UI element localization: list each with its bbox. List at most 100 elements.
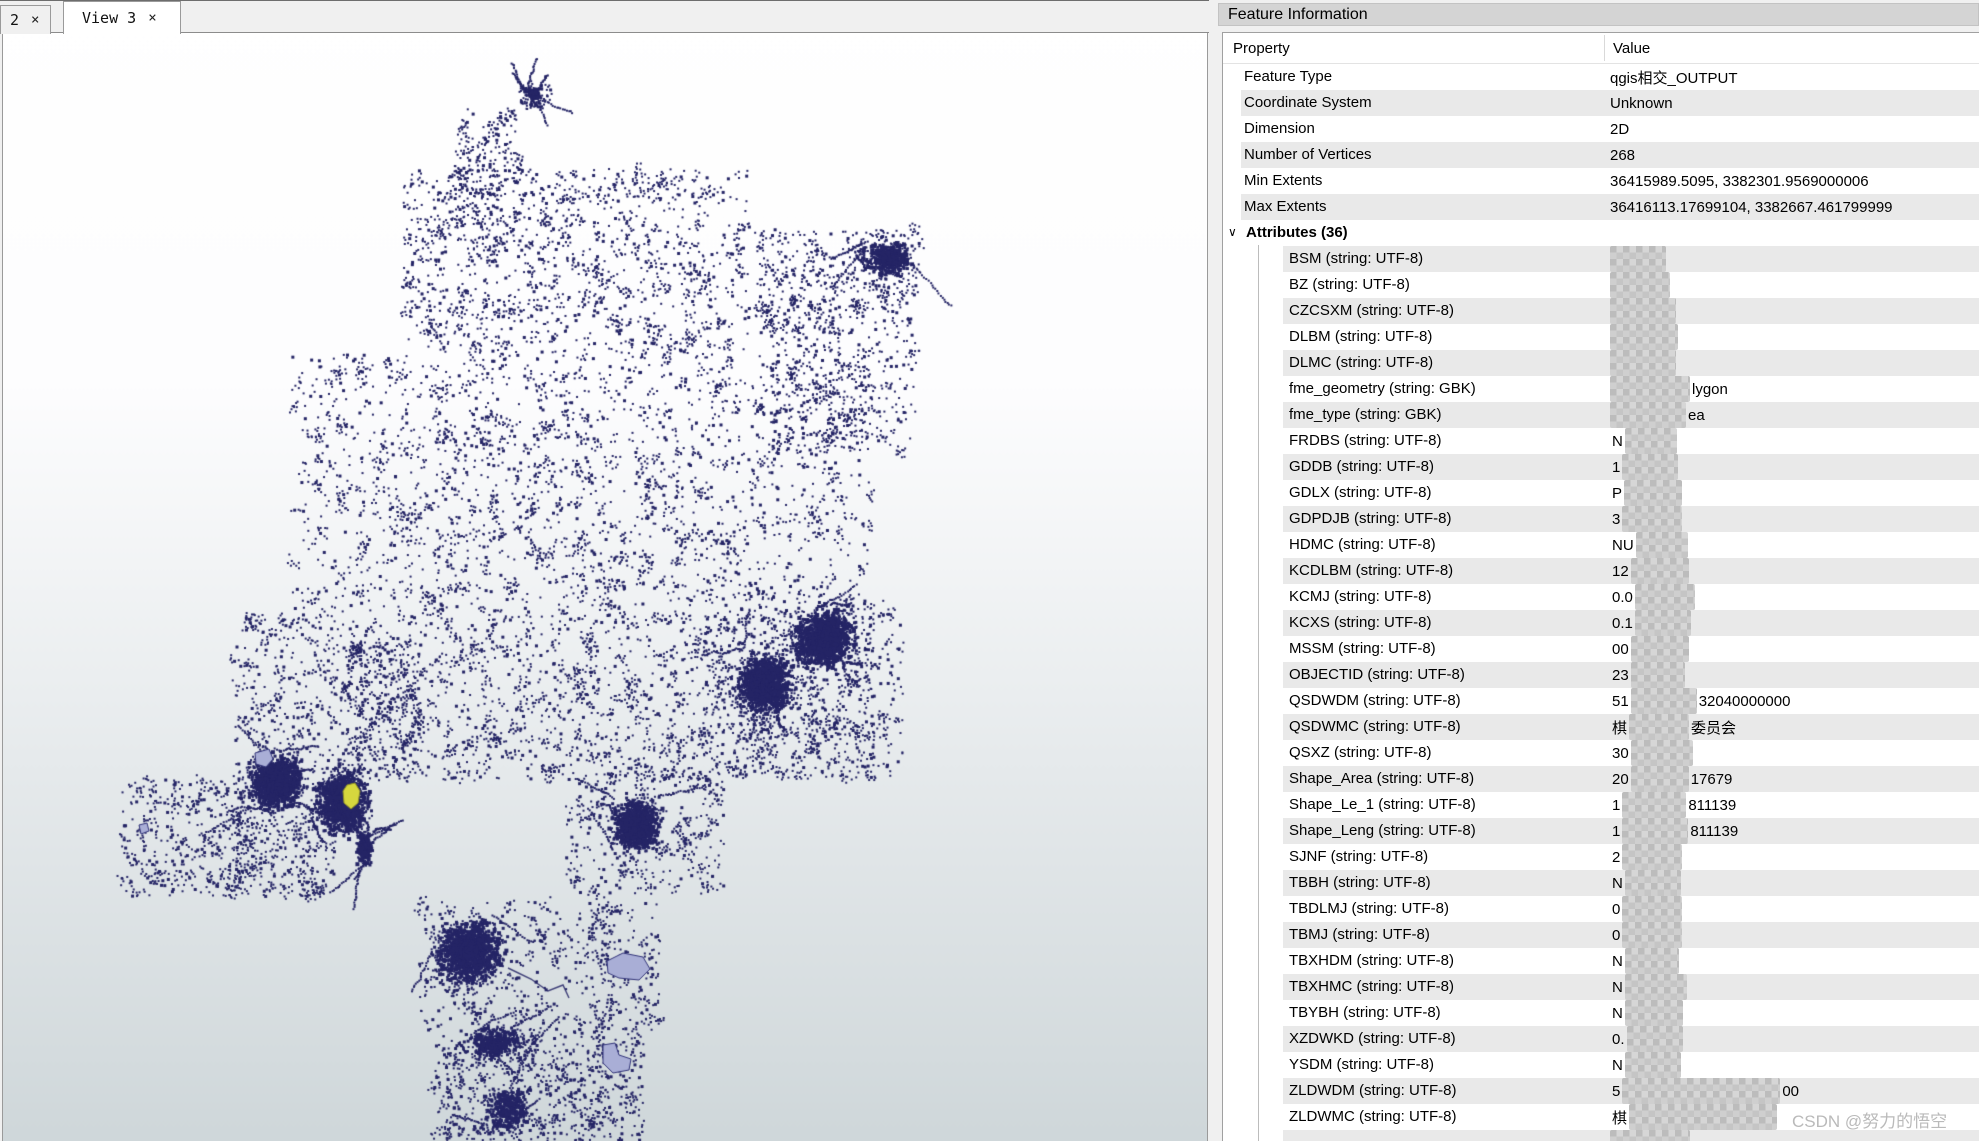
view-tab-bar: 2 × View 3 ×	[0, 0, 1209, 34]
attribute-label: QSDWMC (string: UTF-8)	[1289, 718, 1461, 735]
privacy-blur	[1624, 974, 1687, 1000]
attribute-row[interactable]: GDLX (string: UTF-8) P	[1223, 480, 1979, 506]
attribute-label: XZDWKD (string: UTF-8)	[1289, 1030, 1456, 1047]
attribute-row[interactable]: BZ (string: UTF-8)	[1223, 272, 1979, 298]
close-icon[interactable]: ×	[148, 10, 157, 26]
attribute-row-clipped[interactable]	[1223, 1130, 1979, 1141]
property-row[interactable]: Dimension 2D	[1223, 116, 1979, 142]
map-canvas[interactable]	[3, 33, 1207, 1141]
privacy-blur	[1610, 246, 1666, 272]
attribute-row[interactable]: Shape_Area (string: UTF-8) 20 17679	[1223, 766, 1979, 792]
attribute-row[interactable]: Shape_Le_1 (string: UTF-8) 1 811139	[1223, 792, 1979, 818]
attribute-row[interactable]: HDMC (string: UTF-8) NU	[1223, 532, 1979, 558]
attribute-value-prefix: 51	[1612, 692, 1629, 710]
attribute-label: GDDB (string: UTF-8)	[1289, 458, 1435, 475]
privacy-blur	[1610, 298, 1676, 324]
attribute-row[interactable]: KCMJ (string: UTF-8) 0.0	[1223, 584, 1979, 610]
privacy-blur	[1610, 272, 1670, 298]
attribute-row[interactable]: TBYBH (string: UTF-8) N	[1223, 1000, 1979, 1026]
privacy-blur	[1634, 610, 1691, 636]
property-label: Feature Type	[1244, 68, 1333, 85]
tab-view-2[interactable]: 2 ×	[0, 5, 51, 34]
attribute-value-prefix: N	[1612, 1056, 1623, 1074]
attribute-value-suffix: 委员会	[1691, 719, 1737, 737]
attribute-row[interactable]: TBMJ (string: UTF-8) 0	[1223, 922, 1979, 948]
attribute-row[interactable]: DLBM (string: UTF-8)	[1223, 324, 1979, 350]
column-header-value[interactable]: Value	[1613, 40, 1651, 57]
attribute-row[interactable]: CZCSXM (string: UTF-8)	[1223, 298, 1979, 324]
property-row[interactable]: Min Extents 36415989.5095, 3382301.956900…	[1223, 168, 1979, 194]
attribute-row[interactable]: DLMC (string: UTF-8)	[1223, 350, 1979, 376]
attribute-label: HDMC (string: UTF-8)	[1289, 536, 1436, 553]
attribute-row[interactable]: TBXHDM (string: UTF-8) N	[1223, 948, 1979, 974]
privacy-blur	[1635, 532, 1688, 558]
attribute-label: Shape_Leng (string: UTF-8)	[1289, 822, 1476, 839]
attribute-row[interactable]: KCXS (string: UTF-8) 0.1	[1223, 610, 1979, 636]
attribute-row[interactable]: KCDLBM (string: UTF-8) 12	[1223, 558, 1979, 584]
privacy-blur	[1634, 584, 1695, 610]
privacy-blur	[1624, 948, 1679, 974]
attribute-row[interactable]: QSXZ (string: UTF-8) 30	[1223, 740, 1979, 766]
column-header-property[interactable]: Property	[1233, 40, 1290, 57]
table-header: Property Value	[1223, 33, 1979, 64]
attribute-value-prefix: NU	[1612, 536, 1634, 554]
tree-branch-line	[1258, 245, 1259, 1141]
attribute-label: TBXHMC (string: UTF-8)	[1289, 978, 1454, 995]
attribute-row[interactable]: BSM (string: UTF-8)	[1223, 246, 1979, 272]
map-view[interactable]	[2, 33, 1208, 1141]
property-row[interactable]: Coordinate System Unknown	[1223, 90, 1979, 116]
property-value: 36416113.17699104, 3382667.461799999	[1610, 198, 1893, 216]
attribute-row[interactable]: fme_geometry (string: GBK) lygon	[1223, 376, 1979, 402]
privacy-blur	[1626, 1026, 1683, 1052]
attribute-label: ZLDWMC (string: UTF-8)	[1289, 1108, 1457, 1125]
property-table[interactable]: Property Value Feature Type qgis相交_OUTPUT…	[1222, 32, 1979, 1141]
attribute-row[interactable]: ZLDWDM (string: UTF-8) 5 00	[1223, 1078, 1979, 1104]
property-row[interactable]: Max Extents 36416113.17699104, 3382667.46…	[1223, 194, 1979, 220]
feature-information-panel: Feature Information Property Value Featu…	[1218, 3, 1979, 1141]
attribute-label: KCXS (string: UTF-8)	[1289, 614, 1432, 631]
privacy-blur	[1610, 324, 1678, 350]
close-icon[interactable]: ×	[31, 12, 40, 28]
attribute-row[interactable]: QSDWDM (string: UTF-8) 51 32040000000	[1223, 688, 1979, 714]
attribute-row[interactable]: FRDBS (string: UTF-8) N	[1223, 428, 1979, 454]
attributes-group-row[interactable]: ∨ Attributes (36)	[1223, 220, 1979, 246]
privacy-blur	[1630, 766, 1689, 792]
attribute-value-suffix: 811139	[1688, 796, 1737, 814]
privacy-blur	[1630, 636, 1689, 662]
attribute-value-suffix: 811139	[1690, 822, 1739, 840]
attribute-row[interactable]: SJNF (string: UTF-8) 2	[1223, 844, 1979, 870]
attribute-value-prefix: 0.	[1612, 1030, 1625, 1048]
attribute-row[interactable]: TBDLMJ (string: UTF-8) 0	[1223, 896, 1979, 922]
column-divider[interactable]	[1604, 35, 1605, 61]
attribute-value-prefix: 0.0	[1612, 588, 1633, 606]
attribute-row[interactable]: QSDWMC (string: UTF-8) 棋 委员会	[1223, 714, 1979, 740]
attribute-value-prefix: 1	[1612, 822, 1621, 840]
privacy-blur	[1624, 480, 1683, 506]
attribute-row[interactable]: GDPDJB (string: UTF-8) 3	[1223, 506, 1979, 532]
privacy-blur	[1622, 1078, 1781, 1104]
attribute-value-prefix: 棋	[1612, 1109, 1628, 1127]
attribute-row[interactable]: ZLDWMC (string: UTF-8) 棋	[1223, 1104, 1979, 1130]
attribute-row[interactable]: GDDB (string: UTF-8) 1	[1223, 454, 1979, 480]
attribute-row[interactable]: Shape_Leng (string: UTF-8) 1 811139	[1223, 818, 1979, 844]
attribute-row[interactable]: YSDM (string: UTF-8) N	[1223, 1052, 1979, 1078]
attribute-row[interactable]: TBBH (string: UTF-8) N	[1223, 870, 1979, 896]
chevron-down-icon[interactable]: ∨	[1228, 225, 1237, 239]
attribute-row[interactable]: OBJECTID (string: UTF-8) 23	[1223, 662, 1979, 688]
property-row[interactable]: Feature Type qgis相交_OUTPUT	[1223, 64, 1979, 90]
attribute-row[interactable]: XZDWKD (string: UTF-8) 0.	[1223, 1026, 1979, 1052]
tab-view-3[interactable]: View 3 ×	[63, 1, 181, 34]
privacy-blur	[1624, 1000, 1683, 1026]
attribute-label: KCMJ (string: UTF-8)	[1289, 588, 1432, 605]
attribute-label: OBJECTID (string: UTF-8)	[1289, 666, 1465, 683]
property-row[interactable]: Number of Vertices 268	[1223, 142, 1979, 168]
attribute-label: YSDM (string: UTF-8)	[1289, 1056, 1435, 1073]
attribute-row[interactable]: fme_type (string: GBK) ea	[1223, 402, 1979, 428]
attribute-row[interactable]: MSSM (string: UTF-8) 00	[1223, 636, 1979, 662]
privacy-blur	[1624, 870, 1681, 896]
attribute-row[interactable]: TBXHMC (string: UTF-8) N	[1223, 974, 1979, 1000]
privacy-blur	[1629, 714, 1690, 740]
panel-title: Feature Information	[1218, 3, 1979, 26]
property-value: 2D	[1610, 120, 1630, 138]
privacy-blur	[1630, 558, 1689, 584]
